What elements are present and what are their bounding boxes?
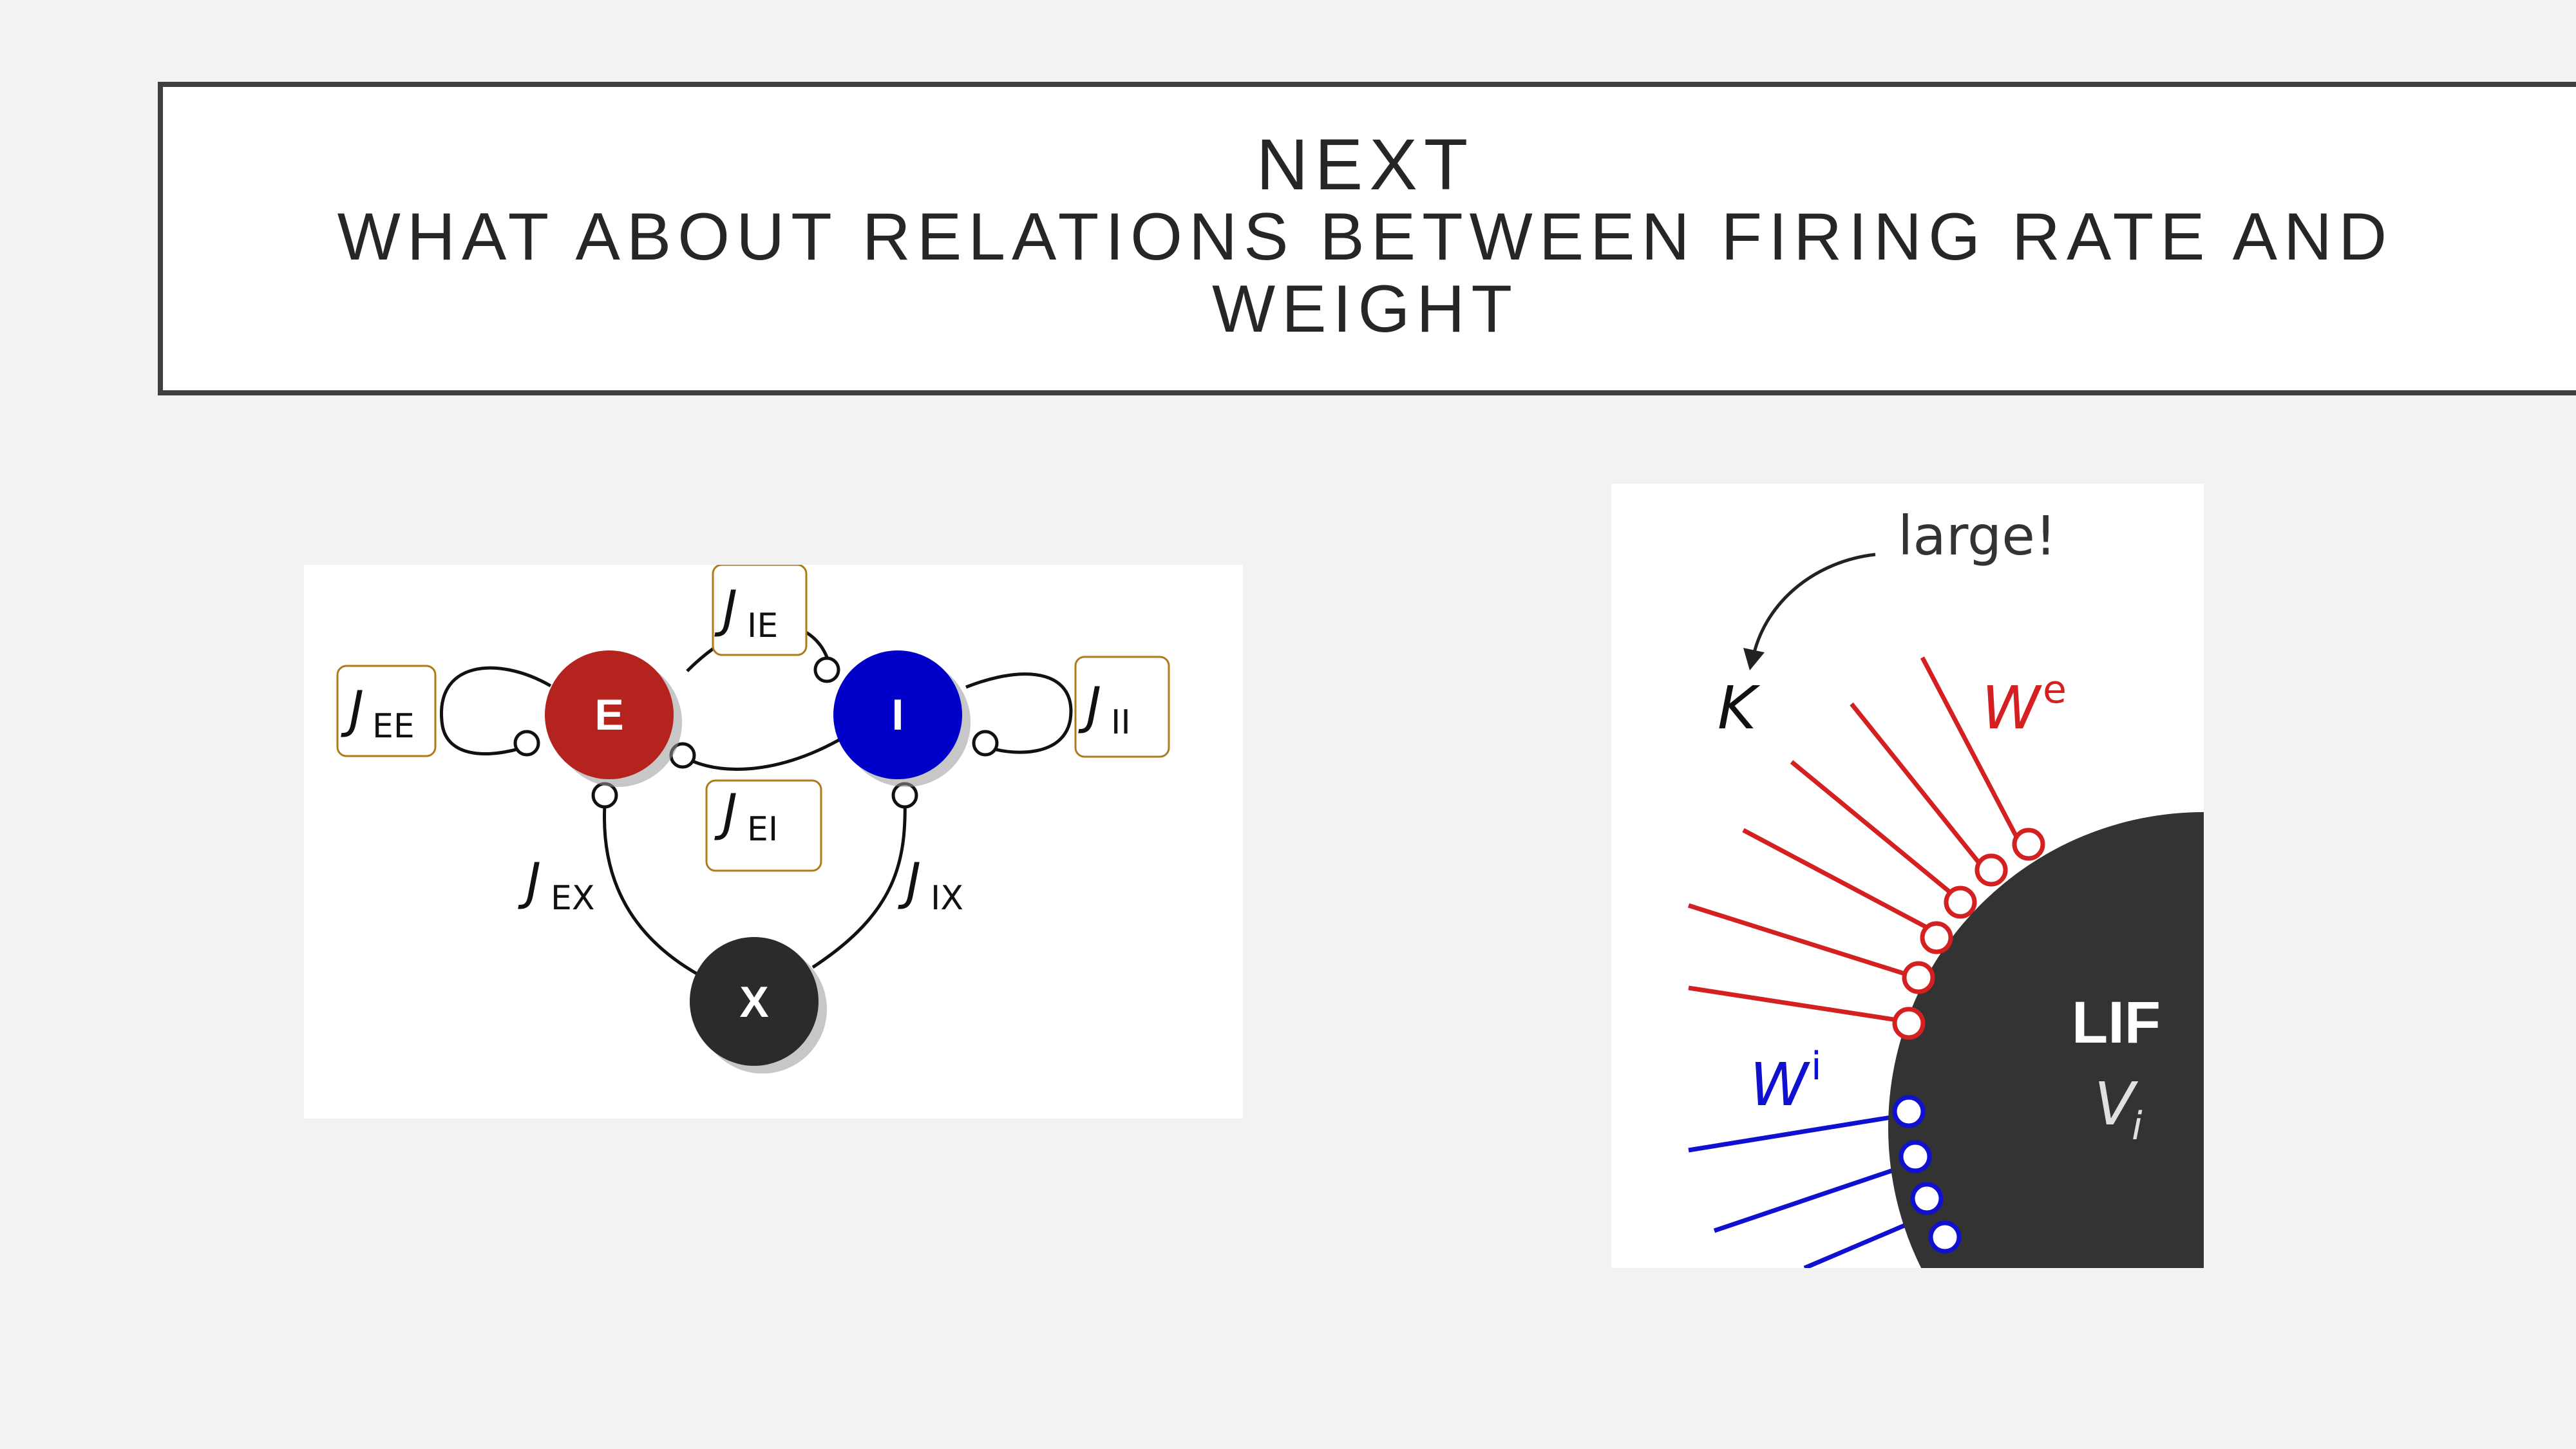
jee-box: [336, 665, 437, 757]
vi-label-sub: i: [2132, 1104, 2143, 1149]
jei-connection: [681, 732, 851, 771]
lif-label: LIF: [2072, 990, 2161, 1056]
jee-connection: [440, 666, 552, 756]
jex-connection: [603, 795, 698, 976]
we-label-main: W: [1982, 674, 2042, 743]
jix-label-main: J: [898, 853, 921, 911]
jie-box: [712, 565, 808, 656]
slide-title: NEXT WHAT ABOUT RELATIONS BETWEEN FIRING…: [0, 124, 2576, 346]
large-label: large!: [1898, 504, 2057, 567]
jie-label-sub: IE: [747, 607, 778, 645]
jex-label-sub: EX: [551, 879, 594, 918]
jix-connection: [811, 795, 907, 969]
synapse-jii: [972, 730, 999, 757]
jix-label-sub: IX: [931, 879, 963, 918]
jii-box: [1074, 656, 1170, 758]
node-i-label: I: [892, 690, 904, 739]
jee-label-sub: EE: [372, 707, 415, 746]
k-label: K: [1718, 674, 1761, 743]
synapse-jee: [513, 730, 540, 757]
jei-label-sub: EI: [747, 810, 778, 849]
title-line-2: WHAT ABOUT RELATIONS BETWEEN FIRING RATE…: [337, 200, 2394, 274]
lif-neuron-diagram: large! K: [1611, 484, 2204, 1268]
synapse-jix: [891, 782, 918, 809]
synapse-jie: [813, 656, 840, 683]
lif-soma: [1888, 812, 2204, 1268]
node-e: [545, 650, 674, 779]
node-e-label: E: [594, 690, 623, 739]
jii-connection: [965, 672, 1073, 754]
node-x-label: X: [739, 978, 768, 1027]
title-line-1: NEXT: [1256, 124, 1475, 205]
network-diagram: E I X J EE J IE J EI J II J EX J IX: [304, 565, 1243, 1119]
large-arrow: [1751, 553, 1876, 658]
large-arrow-head: [1743, 648, 1765, 670]
wi-label-sup: i: [1811, 1044, 1822, 1089]
vi-label-main: V: [2094, 1070, 2139, 1139]
synapse-jex: [591, 782, 618, 809]
we-label-sup: e: [2043, 667, 2067, 712]
jex-label-main: J: [518, 853, 541, 911]
jii-label-sub: II: [1111, 703, 1131, 742]
excitatory-inputs: [1687, 656, 2020, 1027]
node-x: [690, 937, 819, 1066]
jei-box: [705, 779, 822, 872]
title-line-3: WEIGHT: [1212, 272, 1519, 346]
title-box: [158, 82, 2576, 395]
wi-label-main: W: [1750, 1050, 1810, 1119]
node-i: [833, 650, 962, 779]
